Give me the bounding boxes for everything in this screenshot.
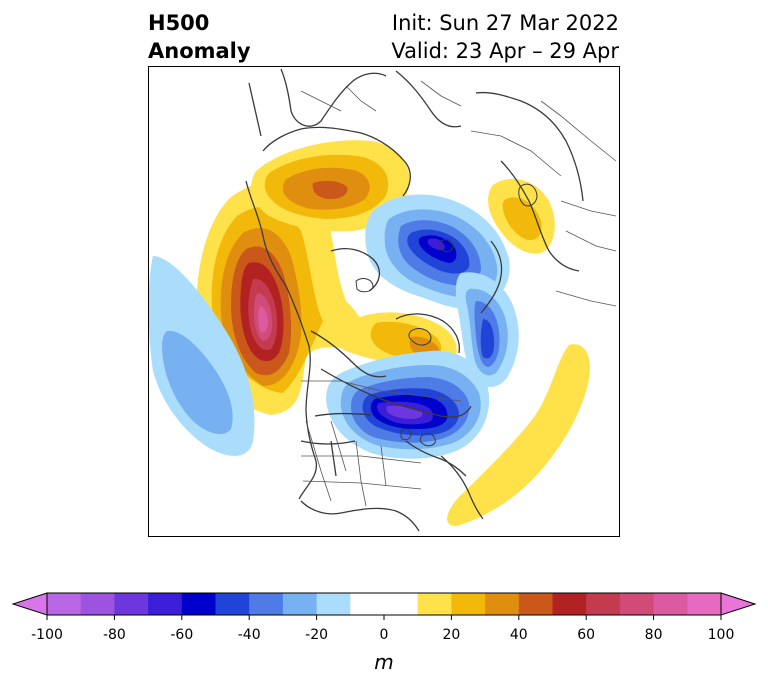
date-title: Init: Sun 27 Mar 2022 Valid: 23 Apr – 29… [391,9,619,65]
negative-anomaly-pacific [149,256,255,456]
field-title: H500 Anomaly [148,9,251,65]
colorbar-bin [586,593,621,615]
colorbar-tick-label: 60 [577,627,596,643]
init-date: Init: Sun 27 Mar 2022 [391,11,619,35]
positive-anomaly-atlantic [447,344,590,526]
anomaly-map [148,66,620,537]
colorbar-bin [451,593,486,615]
colorbar-bin [384,593,419,615]
field-title-line1: H500 [148,11,210,35]
colorbar-bin [249,593,284,615]
colorbar-bin [552,593,587,615]
colorbar [0,580,768,628]
colorbar-tick-label: -100 [31,627,63,643]
colorbar-over-arrow [720,592,757,616]
colorbar-tick-label: 100 [707,627,735,643]
colorbar-tick-label: 80 [644,627,663,643]
colorbar-bin [350,593,385,615]
anomaly-map-svg [149,68,617,532]
lakes-and-islands [355,183,538,447]
colorbar-bin [114,593,149,615]
colorbar-bin [148,593,183,615]
political-borders [300,80,617,507]
colorbar-tick-label: 40 [509,627,528,643]
colorbar-tick-label: -60 [170,627,194,643]
colorbar-bin [282,593,318,615]
colorbar-bin [619,593,655,615]
colorbar-tick-label: -20 [305,627,329,643]
colorbar-under-arrow [11,592,48,616]
colorbar-bin [653,593,688,615]
colorbar-tick-label: -40 [237,627,261,643]
colorbar-bin [47,593,82,615]
colorbar-tick-labels: -100 -80 -60 -40 -20 0 20 40 60 80 100 [0,627,768,647]
colorbar-tick-label: 0 [379,627,389,643]
colorbar-bin [215,593,250,615]
colorbar-bin [181,593,217,615]
valid-range: Valid: 23 Apr – 29 Apr [391,39,619,63]
colorbar-tickmarks [46,615,722,620]
colorbar-bins [47,593,722,615]
colorbar-tick-label: 20 [442,627,461,643]
positive-anomaly-siberia [251,140,410,232]
colorbar-unit: m [374,650,394,674]
field-title-line2: Anomaly [148,39,251,63]
colorbar-bin [518,593,554,615]
colorbar-bin [417,593,452,615]
colorbar-bin [485,593,520,615]
colorbar-bin [316,593,351,615]
colorbar-tick-label: -80 [102,627,126,643]
coastlines [245,68,584,532]
colorbar-bin [687,593,722,615]
colorbar-bin [80,593,115,615]
colorbar-svg [11,592,757,620]
negative-anomaly-eastern-canada [326,272,519,459]
